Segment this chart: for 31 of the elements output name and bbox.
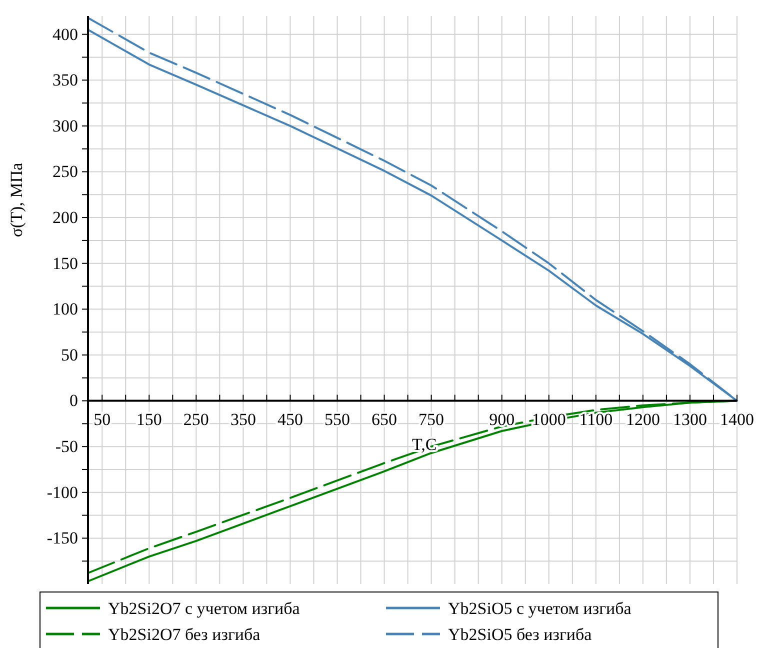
y-tick-label: 250 — [52, 162, 78, 182]
x-tick-label: 1300 — [672, 410, 707, 429]
y-tick-label: 300 — [52, 116, 78, 136]
legend-label: Yb2Si2O7 с учетом изгиба — [108, 599, 300, 618]
x-tick-label: 900 — [489, 410, 515, 429]
y-axis-title: σ(T), МПа — [7, 162, 26, 238]
x-tick-label: 1200 — [626, 410, 660, 429]
legend-label: Yb2SiO5 с учетом изгиба — [448, 599, 632, 618]
x-tick-label: 1100 — [579, 410, 613, 429]
y-tick-label: -150 — [46, 528, 78, 548]
x-tick-label: 50 — [94, 410, 111, 429]
x-tick-label: 650 — [372, 410, 398, 429]
y-tick-label: 0 — [70, 391, 78, 410]
x-axis-title: T,C — [412, 435, 437, 454]
x-tick-label: 750 — [418, 410, 444, 429]
y-tick-label: 350 — [52, 70, 78, 90]
y-tick-label: 200 — [52, 208, 78, 227]
legend-label: Yb2SiO5 без изгиба — [448, 625, 592, 644]
x-tick-label: 150 — [136, 410, 162, 429]
y-tick-label: 400 — [52, 24, 78, 44]
y-tick-label: 100 — [52, 300, 78, 319]
x-tick-label: 550 — [324, 410, 350, 429]
x-tick-label: 1400 — [720, 410, 754, 429]
y-tick-label: 150 — [52, 254, 78, 273]
y-tick-label: -50 — [55, 437, 78, 456]
x-tick-label: 250 — [183, 410, 209, 429]
x-tick-label: 350 — [230, 410, 256, 429]
y-tick-label: 50 — [61, 345, 78, 364]
y-tick-label: -100 — [46, 482, 78, 502]
x-tick-label: 450 — [277, 410, 303, 429]
legend-label: Yb2Si2O7 без изгиба — [108, 625, 261, 644]
